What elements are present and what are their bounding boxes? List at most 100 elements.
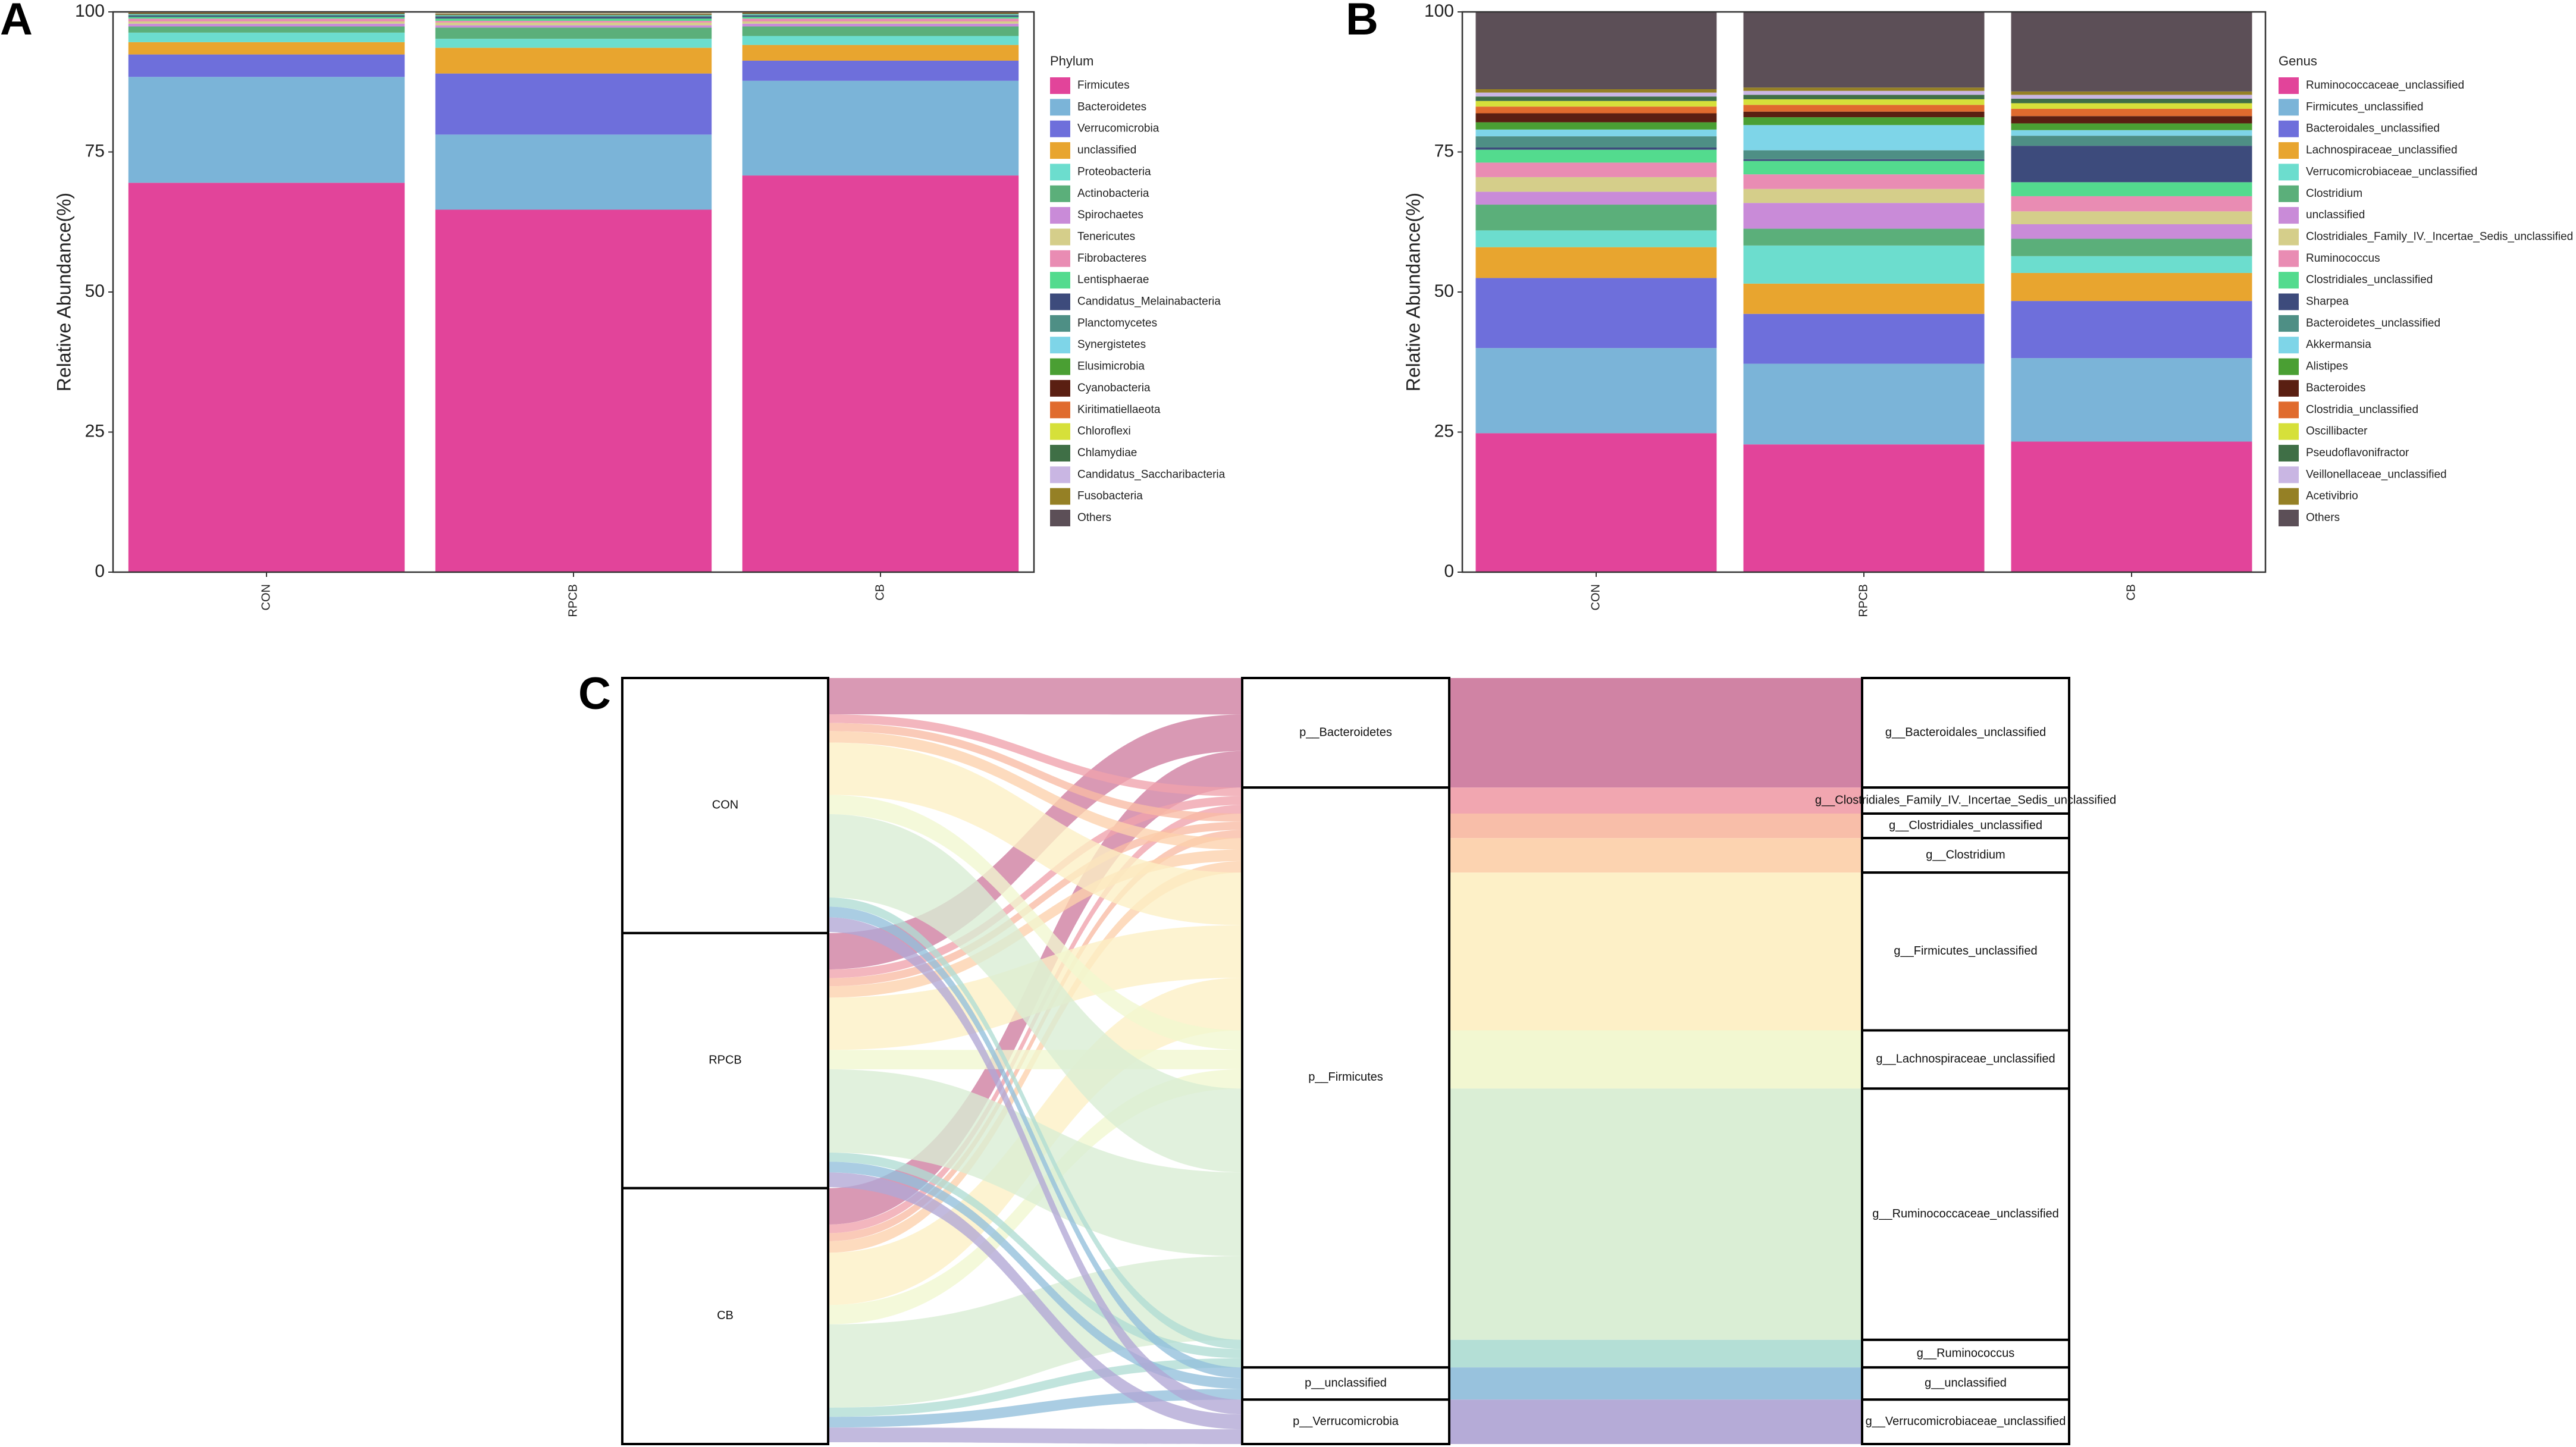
bar-cb-bacteroidetes-unclassified bbox=[2011, 136, 2252, 146]
bar-con-ruminococcus bbox=[1475, 162, 1717, 177]
legend-label-bacteroidetes: Bacteroidetes bbox=[1077, 101, 1146, 113]
legend-label-sharpea: Sharpea bbox=[2306, 296, 2349, 308]
bar-rpcb-sharpea bbox=[1743, 159, 1985, 161]
legend-label-akkermansia: Akkermansia bbox=[2306, 338, 2371, 351]
node-label-p-unclassified: p__unclassified bbox=[1305, 1377, 1387, 1390]
bar-cb-clostridia-unclassified bbox=[2011, 108, 2252, 117]
bar-con-clostridiales-unclassified bbox=[1475, 149, 1717, 163]
legend-label-elusimicrobia: Elusimicrobia bbox=[1077, 360, 1145, 373]
node-label-g-clostridiales-family-iv-incertae-sedis-unclassified: g__Clostridiales_Family_IV._Incertae_Sed… bbox=[1815, 793, 2116, 806]
node-label-p-verrucomicrobia: p__Verrucomicrobia bbox=[1293, 1415, 1399, 1428]
legend-label-chlamydiae: Chlamydiae bbox=[1077, 447, 1137, 459]
bar-rpcb-firmicutes-unclassified bbox=[1743, 363, 1985, 445]
legend-swatch-bacteroidetes bbox=[1050, 99, 1070, 116]
node-label-g-clostridiales-unclassified: g__Clostridiales_unclassified bbox=[1889, 819, 2042, 832]
legend-label-synergistetes: Synergistetes bbox=[1077, 338, 1146, 351]
bar-cb-bacteroidetes bbox=[742, 80, 1019, 176]
x-tick-label-cb: CB bbox=[873, 584, 886, 601]
legend-label-bacteroidales-unclassified: Bacteroidales_unclassified bbox=[2306, 123, 2440, 135]
bar-rpcb-clostridium bbox=[1743, 228, 1985, 246]
bar-con-clostridia-unclassified bbox=[1475, 106, 1717, 114]
legend-label-unclassified: unclassified bbox=[1077, 144, 1136, 156]
bar-con-verrucomicrobiaceae-unclassified bbox=[1475, 230, 1717, 247]
bar-rpcb-bacteroidales-unclassified bbox=[1743, 313, 1985, 364]
bar-cb-cyanobacteria bbox=[742, 12, 1019, 14]
bar-con-actinobacteria bbox=[128, 26, 405, 33]
legend-label-unclassified: unclassified bbox=[2306, 209, 2365, 221]
legend-label-veillonellaceae-unclassified: Veillonellaceae_unclassified bbox=[2306, 468, 2447, 481]
bar-con-sharpea bbox=[1475, 147, 1717, 150]
legend-label-lentisphaerae: Lentisphaerae bbox=[1077, 274, 1149, 286]
link-rpcb-g-unclassified bbox=[828, 1162, 1242, 1389]
legend-swatch-candidatus-saccharibacteria bbox=[1050, 466, 1070, 484]
bar-cb-bacteroides bbox=[2011, 116, 2252, 124]
legend-swatch-candidatus-melainabacteria bbox=[1050, 293, 1070, 310]
legend-label-clostridia-unclassified: Clostridia_unclassified bbox=[2306, 403, 2418, 416]
node-label-g-lachnospiraceae-unclassified: g__Lachnospiraceae_unclassified bbox=[1876, 1053, 2055, 1066]
sankey-diagram: CON RPCB CB p__Bacteroidetes p__Firmicutes p_… bbox=[621, 677, 2116, 1445]
node-label-g-ruminococcaceae-unclassified: g__Ruminococcaceae_unclassified bbox=[1872, 1207, 2059, 1220]
legend-label-alistipes: Alistipes bbox=[2306, 360, 2348, 373]
legend-label-others: Others bbox=[2306, 511, 2340, 524]
legend-swatch-pseudoflavonifractor bbox=[2279, 444, 2299, 462]
sample-to-phylum-links bbox=[828, 678, 1242, 1444]
bar-rpcb-candidatus-melainabacteria bbox=[435, 17, 712, 19]
bar-cb-acetivibrio bbox=[2011, 91, 2252, 95]
link-g-clostridium bbox=[1449, 838, 1862, 873]
bar-con-spirochaetes bbox=[128, 23, 405, 27]
bar-con-fibrobacteres bbox=[128, 18, 405, 22]
legend-swatch-others bbox=[1050, 510, 1070, 526]
legend-swatch-bacteroides bbox=[2279, 379, 2299, 397]
legend-label-verrucomicrobiaceae-unclassified: Verrucomicrobiaceae_unclassified bbox=[2306, 165, 2477, 178]
y-tick-label-100: 100 bbox=[75, 1, 105, 21]
legend-swatch-clostridiales-family-iv-incertae-sedis-unclassified bbox=[2279, 228, 2299, 246]
bar-rpcb-ruminococcus bbox=[1743, 174, 1985, 189]
legend-swatch-acetivibrio bbox=[2279, 488, 2299, 505]
bar-con-unclassified bbox=[1475, 192, 1717, 205]
y-tick-label-75: 75 bbox=[1434, 141, 1454, 161]
bar-con-unclassified bbox=[128, 42, 405, 55]
legend-label-verrucomicrobia: Verrucomicrobia bbox=[1077, 123, 1159, 135]
bar-rpcb-bacteroidetes-unclassified bbox=[1743, 150, 1985, 159]
bar-cb-alistipes bbox=[2011, 123, 2252, 130]
node-label-g-firmicutes-unclassified: g__Firmicutes_unclassified bbox=[1894, 944, 2037, 958]
bar-cb-candidatus-melainabacteria bbox=[742, 15, 1019, 17]
legend-swatch-bacteroidales-unclassified bbox=[2279, 120, 2299, 137]
y-tick-label-0: 0 bbox=[95, 561, 105, 581]
link-rpcb-g-lachnospiraceae-unclassified bbox=[828, 1050, 1242, 1069]
node-label-g-unclassified: g__unclassified bbox=[1925, 1377, 2007, 1390]
legend-swatch-oscillibacter bbox=[2279, 423, 2299, 440]
legend-label-firmicutes-unclassified: Firmicutes_unclassified bbox=[2306, 101, 2423, 113]
phylum-stacked-bar-chart: CON RPCB CB 0 25 50 75 100 Relative Abundance(%)… bbox=[53, 1, 1225, 617]
bar-con-others bbox=[1475, 12, 1717, 89]
bar-cb-bacteroidales-unclassified bbox=[2011, 301, 2252, 359]
bar-con-ruminococcaceae-unclassified bbox=[1475, 433, 1717, 572]
bar-con-bacteroidales-unclassified bbox=[1475, 278, 1717, 349]
bar-con-proteobacteria bbox=[128, 32, 405, 42]
y-tick-label-0: 0 bbox=[1444, 561, 1454, 581]
link-con-g-verrucomicrobiaceae-unclassified bbox=[828, 917, 1242, 1415]
link-con-g-clostridiales-unclassified bbox=[828, 723, 1242, 822]
legend-swatch-synergistetes bbox=[1050, 337, 1070, 354]
x-tick-label-con: CON bbox=[259, 584, 272, 610]
legend-label-fibrobacteres: Fibrobacteres bbox=[1077, 252, 1146, 265]
bar-rpcb-unclassified bbox=[435, 48, 712, 74]
node-label-p-firmicutes: p__Firmicutes bbox=[1308, 1071, 1383, 1084]
bar-con-clostridiales-family-iv-incertae-sedis-unclassified bbox=[1475, 177, 1717, 192]
bar-con-lachnospiraceae-unclassified bbox=[1475, 247, 1717, 278]
link-rpcb-g-ruminococcus bbox=[828, 1152, 1242, 1358]
node-label-p-bacteroidetes: p__Bacteroidetes bbox=[1299, 726, 1392, 739]
bar-rpcb-bacteroides bbox=[1743, 111, 1985, 118]
node-g-bacteroidales-unclassified bbox=[1861, 677, 2070, 789]
bar-rpcb-firmicutes bbox=[435, 209, 712, 572]
legend-swatch-ruminococcaceae-unclassified bbox=[2279, 77, 2299, 94]
legend-label-ruminococcaceae-unclassified: Ruminococcaceae_unclassified bbox=[2306, 79, 2464, 92]
legend-label-tenericutes: Tenericutes bbox=[1077, 230, 1135, 243]
legend-swatch-lentisphaerae bbox=[1050, 272, 1070, 289]
node-label-g-ruminococcus: g__Ruminococcus bbox=[1917, 1346, 2015, 1360]
link-g-clostridiales-unclassified bbox=[1449, 813, 1862, 839]
bar-cb-lentisphaerae bbox=[742, 17, 1019, 19]
node-g-lachnospiraceae-unclassified bbox=[1861, 1029, 2070, 1090]
bar-con-synergistetes bbox=[128, 14, 405, 15]
panel-label-a: A bbox=[0, 0, 33, 45]
